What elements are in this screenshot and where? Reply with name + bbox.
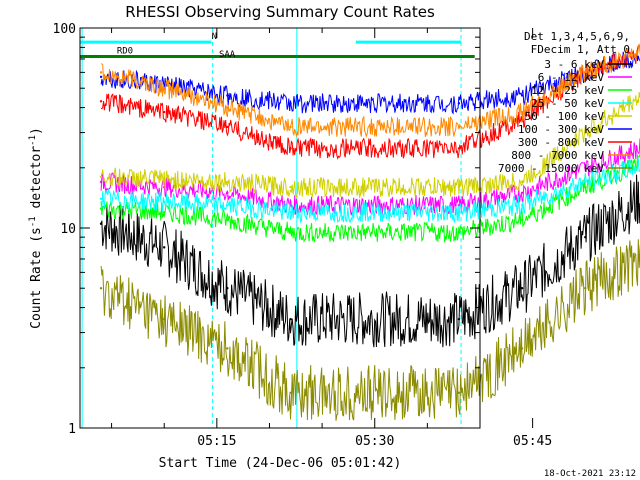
data-point — [226, 347, 229, 350]
data-point — [163, 317, 166, 321]
data-point — [457, 147, 461, 150]
data-point — [163, 246, 166, 249]
data-point — [457, 102, 461, 105]
data-point — [163, 110, 166, 114]
series-line — [100, 153, 640, 244]
data-point — [584, 235, 587, 239]
data-point — [520, 191, 524, 194]
data-point — [520, 110, 524, 114]
data-point — [520, 94, 524, 97]
data-point — [289, 102, 292, 105]
data-point — [99, 197, 103, 200]
data-point — [226, 106, 229, 109]
series-line — [100, 43, 640, 139]
data-point — [163, 178, 166, 181]
data-point — [289, 210, 292, 214]
y-axis-label: Count Rate (s-1 detector-1) — [28, 127, 44, 329]
x-tick-label: 05:45 — [513, 434, 552, 449]
data-point — [99, 75, 103, 79]
data-point — [226, 191, 229, 194]
data-point — [584, 287, 587, 290]
data-point — [163, 210, 166, 214]
data-point — [163, 87, 166, 90]
data-point — [99, 71, 103, 74]
legend-entry-label: 3 - 6 keV — [544, 58, 604, 71]
data-point — [457, 185, 461, 189]
legend-header: Det 1,3,4,5,6,9, — [524, 30, 630, 43]
data-point — [457, 125, 461, 129]
x-tick-label: 05:15 — [197, 434, 236, 449]
data-point — [99, 175, 103, 179]
data-point — [520, 204, 524, 207]
data-point — [584, 166, 587, 169]
data-point — [99, 100, 103, 103]
legend-entry-label: 6 - 12 keV — [538, 71, 605, 84]
series-line — [100, 239, 640, 421]
data-point — [99, 180, 103, 184]
data-point — [226, 287, 229, 290]
legend-header: FDecim 1, Att 0 — [531, 43, 630, 56]
data-point — [163, 200, 166, 204]
data-point — [99, 287, 103, 290]
data-point — [457, 317, 461, 321]
y-tick-label: 100 — [53, 22, 76, 37]
y-tick-label: 1 — [68, 422, 76, 437]
chart-title: RHESSI Observing Summary Count Rates — [125, 3, 435, 21]
data-point — [289, 185, 292, 189]
legend-entry-label: 300 - 800 keV — [518, 136, 604, 149]
flag-label: SAA — [219, 50, 236, 60]
data-point — [584, 180, 587, 184]
legend-entry-label: 25 - 50 keV — [531, 97, 604, 110]
legend: Det 1,3,4,5,6,9,FDecim 1, Att 0 3 - 6 keV… — [498, 30, 632, 175]
data-point — [520, 218, 524, 221]
legend-entry-label: 7000 - 15000 keV — [498, 162, 604, 175]
flag-label: N — [212, 32, 217, 42]
data-point — [520, 287, 524, 290]
legend-entry-label: 12 - 25 keV — [531, 84, 604, 97]
data-layer: N RD0 SAA — [80, 28, 640, 428]
series-line — [100, 91, 640, 199]
data-point — [584, 71, 587, 74]
data-point — [457, 210, 461, 214]
timestamp: 18-Oct-2021 23:12 — [544, 469, 636, 479]
data-point — [457, 391, 461, 394]
series-line — [100, 138, 640, 216]
series-line — [100, 174, 640, 348]
data-point — [289, 391, 292, 394]
data-point — [584, 185, 587, 189]
data-point — [457, 231, 461, 234]
data-point — [226, 180, 229, 184]
data-point — [520, 180, 524, 184]
x-axis-label: Start Time (24-Dec-06 05:01:42) — [159, 456, 402, 471]
series-line — [100, 158, 640, 224]
flag-label: RD0 — [117, 47, 133, 57]
y-tick-label: 10 — [60, 222, 76, 237]
data-point — [226, 94, 229, 97]
data-point — [520, 347, 524, 350]
legend-entry-label: 100 - 300 keV — [518, 123, 604, 136]
data-point — [226, 204, 229, 207]
data-point — [289, 147, 292, 150]
data-point — [289, 317, 292, 321]
data-point — [99, 222, 103, 225]
data-point — [289, 125, 292, 129]
x-tick-label: 05:30 — [355, 434, 394, 449]
legend-entry-label: 50 - 100 keV — [525, 110, 605, 123]
data-point — [584, 131, 587, 134]
legend-entry-label: 800 - 7000 keV — [511, 149, 604, 162]
data-point — [289, 231, 292, 234]
data-point — [226, 125, 229, 129]
data-point — [226, 218, 229, 221]
